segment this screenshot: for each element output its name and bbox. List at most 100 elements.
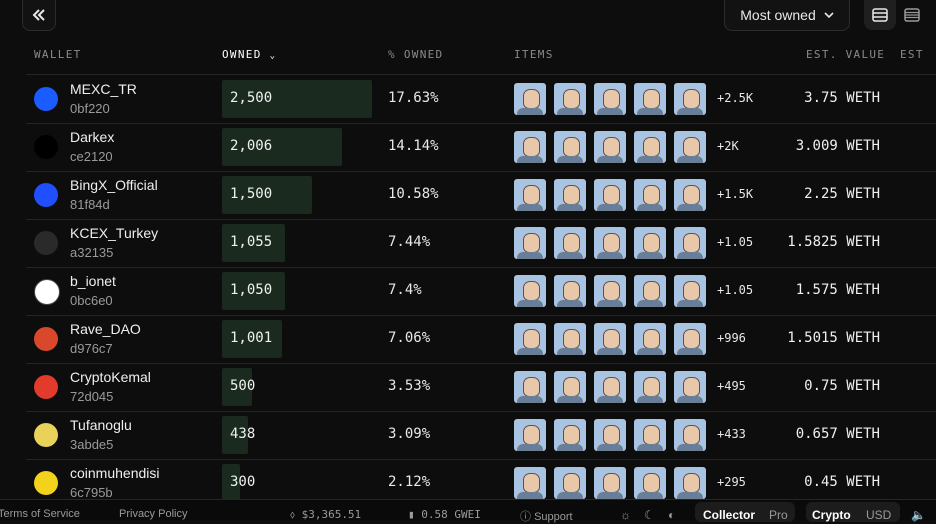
wallet-avatar <box>34 471 58 495</box>
wallet-name[interactable]: BingX_Official <box>70 177 158 193</box>
item-thumbnail[interactable] <box>674 371 706 403</box>
item-thumbnail[interactable] <box>634 83 666 115</box>
item-thumbnail[interactable] <box>594 419 626 451</box>
more-items-count[interactable]: +2K <box>717 139 739 153</box>
item-thumbnail[interactable] <box>634 275 666 307</box>
item-thumbnail[interactable] <box>634 131 666 163</box>
mode-collector-button[interactable]: Collector <box>703 508 756 522</box>
chevron-down-icon <box>824 11 834 18</box>
table-view-button[interactable] <box>864 0 896 30</box>
more-items-count[interactable]: +433 <box>717 427 746 441</box>
column-header-est[interactable]: EST <box>900 48 924 61</box>
item-thumbnail[interactable] <box>634 467 666 499</box>
table-row[interactable]: b_ionet 0bc6e0 1,050 7.4% +1.05 1.575 WETH <box>26 267 936 316</box>
item-thumbnail[interactable] <box>674 323 706 355</box>
item-thumbnail[interactable] <box>594 275 626 307</box>
wallet-name[interactable]: Darkex <box>70 129 115 145</box>
item-thumbnail[interactable] <box>554 419 586 451</box>
wallet-avatar <box>34 135 58 159</box>
terms-link[interactable]: Terms of Service <box>0 508 80 520</box>
item-thumbnail[interactable] <box>594 371 626 403</box>
mode-pro-button[interactable]: Pro <box>769 508 788 522</box>
footer-bar: Terms of Service Privacy Policy ⬨ $3,365… <box>0 499 936 523</box>
item-thumbnail[interactable] <box>674 179 706 211</box>
item-thumbnail[interactable] <box>554 467 586 499</box>
item-thumbnail[interactable] <box>514 467 546 499</box>
wallet-name[interactable]: Tufanoglu <box>70 417 132 433</box>
item-thumbnail[interactable] <box>594 227 626 259</box>
item-thumbnail[interactable] <box>674 83 706 115</box>
item-thumbnail[interactable] <box>554 179 586 211</box>
table-row[interactable]: MEXC_TR 0bf220 2,500 17.63% +2.5K 3.75 WETH <box>26 75 936 124</box>
item-thumbnail[interactable] <box>554 227 586 259</box>
item-thumbnail[interactable] <box>594 467 626 499</box>
item-thumbnail[interactable] <box>514 371 546 403</box>
percent-owned: 3.09% <box>388 426 431 442</box>
item-thumbnail[interactable] <box>634 179 666 211</box>
item-thumbnail[interactable] <box>514 323 546 355</box>
column-header-owned[interactable]: OWNED ⌄ <box>222 48 276 61</box>
currency-usd-button[interactable]: USD <box>866 508 892 522</box>
table-row[interactable]: coinmuhendisi 6c795b 300 2.12% +295 0.45 WETH <box>26 459 936 508</box>
estimated-value: 3.009 WETH <box>795 138 880 154</box>
item-thumbnail[interactable] <box>674 419 706 451</box>
collapse-sidebar-button[interactable] <box>22 0 56 31</box>
item-thumbnail[interactable] <box>554 83 586 115</box>
item-thumbnail[interactable] <box>514 179 546 211</box>
item-thumbnail[interactable] <box>514 275 546 307</box>
wallet-name[interactable]: CryptoKemal <box>70 369 151 385</box>
support-link[interactable]: ⓘ Support <box>520 508 573 524</box>
privacy-link[interactable]: Privacy Policy <box>119 508 188 520</box>
item-thumbnail[interactable] <box>674 227 706 259</box>
dark-theme-icon[interactable]: ☾ <box>644 508 655 522</box>
table-row[interactable]: Tufanoglu 3abde5 438 3.09% +433 0.657 WETH <box>26 411 936 460</box>
more-items-count[interactable]: +2.5K <box>717 91 754 105</box>
item-thumbnail[interactable] <box>554 323 586 355</box>
table-row[interactable]: KCEX_Turkey a32135 1,055 7.44% +1.05 1.5825 W… <box>26 219 936 268</box>
item-thumbnail[interactable] <box>634 227 666 259</box>
more-items-count[interactable]: +295 <box>717 475 746 489</box>
item-thumbnail[interactable] <box>594 179 626 211</box>
item-thumbnail[interactable] <box>634 323 666 355</box>
sound-icon[interactable]: 🔈 <box>911 508 926 522</box>
wallet-name[interactable]: b_ionet <box>70 273 116 289</box>
column-header-pct-owned[interactable]: % OWNED <box>388 48 444 61</box>
system-theme-icon[interactable]: ◐ <box>668 508 676 522</box>
table-row[interactable]: BingX_Official 81f84d 1,500 10.58% +1.5K 2.25… <box>26 171 936 220</box>
item-thumbnail[interactable] <box>554 131 586 163</box>
item-thumbnail[interactable] <box>594 323 626 355</box>
table-row[interactable]: CryptoKemal 72d045 500 3.53% +495 0.75 WETH <box>26 363 936 412</box>
item-thumbnail[interactable] <box>674 275 706 307</box>
table-row[interactable]: Darkex ce2120 2,006 14.14% +2K 3.009 WETH <box>26 123 936 172</box>
item-thumbnail[interactable] <box>514 227 546 259</box>
wallet-name[interactable]: KCEX_Turkey <box>70 225 159 241</box>
column-header-wallet[interactable]: WALLET <box>34 48 82 61</box>
item-thumbnail[interactable] <box>554 275 586 307</box>
wallet-name[interactable]: MEXC_TR <box>70 81 137 97</box>
item-thumbnail[interactable] <box>554 371 586 403</box>
sort-select[interactable]: Most owned <box>724 0 850 31</box>
more-items-count[interactable]: +996 <box>717 331 746 345</box>
more-items-count[interactable]: +1.05 <box>717 283 754 297</box>
item-thumbnail[interactable] <box>514 419 546 451</box>
item-thumbnail[interactable] <box>514 83 546 115</box>
wallet-name[interactable]: Rave_DAO <box>70 321 141 337</box>
currency-crypto-button[interactable]: Crypto <box>812 508 851 522</box>
more-items-count[interactable]: +1.5K <box>717 187 754 201</box>
item-thumbnail[interactable] <box>634 371 666 403</box>
table-row[interactable]: Rave_DAO d976c7 1,001 7.06% +996 1.5015 WETH <box>26 315 936 364</box>
item-thumbnails <box>514 179 706 211</box>
item-thumbnail[interactable] <box>674 131 706 163</box>
item-thumbnail[interactable] <box>634 419 666 451</box>
estimated-value: 0.657 WETH <box>795 426 880 442</box>
list-view-button[interactable] <box>896 0 928 30</box>
wallet-name[interactable]: coinmuhendisi <box>70 465 160 481</box>
more-items-count[interactable]: +1.05 <box>717 235 754 249</box>
item-thumbnail[interactable] <box>674 467 706 499</box>
item-thumbnail[interactable] <box>594 83 626 115</box>
item-thumbnail[interactable] <box>514 131 546 163</box>
light-theme-icon[interactable]: ☼ <box>620 508 631 522</box>
more-items-count[interactable]: +495 <box>717 379 746 393</box>
column-header-est-value[interactable]: EST. VALUE <box>806 48 886 61</box>
item-thumbnail[interactable] <box>594 131 626 163</box>
